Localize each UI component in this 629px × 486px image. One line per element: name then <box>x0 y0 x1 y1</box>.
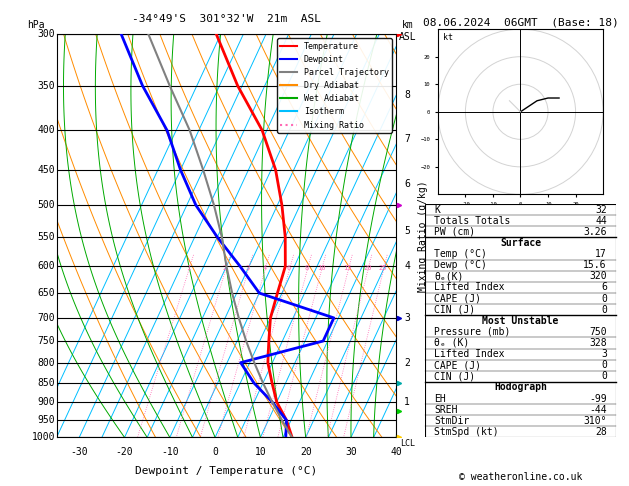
Text: 750: 750 <box>589 327 607 337</box>
Text: 6: 6 <box>601 282 607 293</box>
Text: Lifted Index: Lifted Index <box>434 282 504 293</box>
Text: -10: -10 <box>161 448 179 457</box>
Text: 20: 20 <box>300 448 311 457</box>
Text: 15: 15 <box>343 265 352 271</box>
Text: 450: 450 <box>37 165 55 175</box>
Text: 750: 750 <box>37 336 55 346</box>
Text: -20: -20 <box>116 448 133 457</box>
Text: 1: 1 <box>186 265 191 271</box>
Text: Pressure (mb): Pressure (mb) <box>434 327 511 337</box>
Text: 3: 3 <box>601 349 607 359</box>
Text: 2: 2 <box>404 358 410 367</box>
Text: 40: 40 <box>391 448 402 457</box>
Text: CIN (J): CIN (J) <box>434 305 476 314</box>
Text: 30: 30 <box>345 448 357 457</box>
Text: 25: 25 <box>379 265 387 271</box>
Text: 4: 4 <box>404 261 410 271</box>
Text: 950: 950 <box>37 415 55 425</box>
Text: 3: 3 <box>245 265 250 271</box>
Text: 10: 10 <box>317 265 325 271</box>
Text: Dewp (°C): Dewp (°C) <box>434 260 487 270</box>
Text: 850: 850 <box>37 378 55 388</box>
Text: 550: 550 <box>37 232 55 242</box>
Text: ASL: ASL <box>398 32 416 42</box>
Text: 350: 350 <box>37 81 55 91</box>
Text: -34°49'S  301°32'W  21m  ASL: -34°49'S 301°32'W 21m ASL <box>132 14 321 24</box>
Text: Mixing Ratio (g/kg): Mixing Ratio (g/kg) <box>418 180 428 292</box>
FancyBboxPatch shape <box>425 204 616 437</box>
Text: EH: EH <box>434 394 446 403</box>
Text: 7: 7 <box>404 134 410 144</box>
Text: 1: 1 <box>404 397 410 407</box>
Text: 650: 650 <box>37 288 55 298</box>
Text: 500: 500 <box>37 200 55 210</box>
Text: 3.26: 3.26 <box>583 227 607 237</box>
Text: StmSpd (kt): StmSpd (kt) <box>434 427 499 437</box>
Text: 4: 4 <box>262 265 267 271</box>
Text: CAPE (J): CAPE (J) <box>434 294 481 304</box>
Text: 6: 6 <box>404 179 410 190</box>
Text: 8: 8 <box>304 265 309 271</box>
Text: 17: 17 <box>595 249 607 259</box>
Text: PW (cm): PW (cm) <box>434 227 476 237</box>
Text: 20: 20 <box>363 265 372 271</box>
Text: θₑ (K): θₑ (K) <box>434 338 469 348</box>
Text: Surface: Surface <box>500 238 541 248</box>
Legend: Temperature, Dewpoint, Parcel Trajectory, Dry Adiabat, Wet Adiabat, Isotherm, Mi: Temperature, Dewpoint, Parcel Trajectory… <box>277 38 392 133</box>
Text: 10: 10 <box>255 448 266 457</box>
Text: 310°: 310° <box>583 416 607 426</box>
Text: 44: 44 <box>595 216 607 226</box>
Text: 328: 328 <box>589 338 607 348</box>
Text: -99: -99 <box>589 394 607 403</box>
Text: -30: -30 <box>70 448 88 457</box>
Text: Totals Totals: Totals Totals <box>434 216 511 226</box>
Text: 3: 3 <box>404 313 410 323</box>
Text: Dewpoint / Temperature (°C): Dewpoint / Temperature (°C) <box>135 466 318 476</box>
Text: 320: 320 <box>589 271 607 281</box>
Text: Temp (°C): Temp (°C) <box>434 249 487 259</box>
Text: SREH: SREH <box>434 405 458 415</box>
Text: 6: 6 <box>287 265 291 271</box>
Text: hPa: hPa <box>28 20 45 30</box>
Text: kt: kt <box>443 33 454 42</box>
Text: km: km <box>401 20 413 30</box>
Text: 15.6: 15.6 <box>583 260 607 270</box>
Text: 0: 0 <box>601 294 607 304</box>
Text: 800: 800 <box>37 358 55 367</box>
Text: 700: 700 <box>37 313 55 323</box>
Text: 8: 8 <box>404 90 410 100</box>
Text: 0: 0 <box>601 305 607 314</box>
Text: StmDir: StmDir <box>434 416 469 426</box>
Text: CAPE (J): CAPE (J) <box>434 360 481 370</box>
Text: 1000: 1000 <box>31 433 55 442</box>
Text: 0: 0 <box>601 371 607 382</box>
Text: 5: 5 <box>404 226 410 236</box>
Text: 28: 28 <box>595 427 607 437</box>
Text: 400: 400 <box>37 125 55 136</box>
Text: 900: 900 <box>37 397 55 407</box>
Text: Hodograph: Hodograph <box>494 382 547 392</box>
Text: K: K <box>434 205 440 215</box>
Text: 08.06.2024  06GMT  (Base: 18): 08.06.2024 06GMT (Base: 18) <box>423 17 619 27</box>
Text: CIN (J): CIN (J) <box>434 371 476 382</box>
Text: © weatheronline.co.uk: © weatheronline.co.uk <box>459 472 582 482</box>
Text: 0: 0 <box>601 360 607 370</box>
Text: Most Unstable: Most Unstable <box>482 316 559 326</box>
Text: -44: -44 <box>589 405 607 415</box>
Text: Lifted Index: Lifted Index <box>434 349 504 359</box>
Text: 300: 300 <box>37 29 55 39</box>
Text: LCL: LCL <box>400 439 415 449</box>
Text: θₑ(K): θₑ(K) <box>434 271 464 281</box>
Text: 2: 2 <box>223 265 227 271</box>
Text: 0: 0 <box>212 448 218 457</box>
Text: 600: 600 <box>37 261 55 271</box>
Text: 32: 32 <box>595 205 607 215</box>
